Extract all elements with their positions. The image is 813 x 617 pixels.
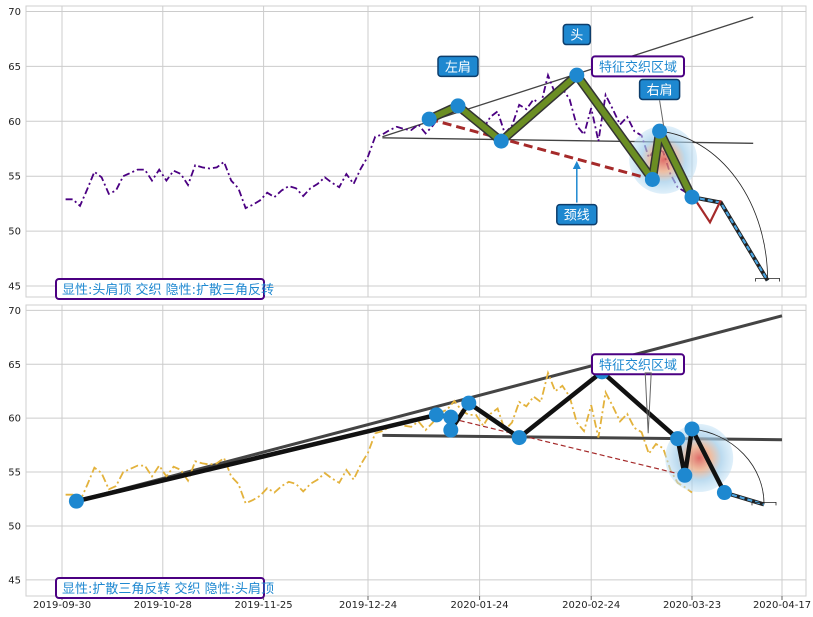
projection-line — [691, 196, 769, 282]
right-shoulder-pointer — [659, 100, 665, 126]
annotation-label: 特征交织区域 — [599, 59, 677, 75]
target-bracket — [751, 501, 777, 506]
x-tick-label: 2019-12-24 — [339, 600, 397, 611]
annotation-badge — [437, 55, 479, 78]
y-tick-label: 50 — [8, 227, 21, 238]
legend-text: 显性:头肩顶 交织 隐性:扩散三角反转 — [62, 282, 274, 298]
pattern-point — [493, 133, 509, 149]
y-tick-label: 70 — [8, 306, 21, 317]
neckline — [436, 414, 685, 476]
y-tick-label: 60 — [8, 414, 21, 425]
annotation-label: 特征交织区域 — [599, 357, 677, 373]
y-tick-label: 45 — [8, 575, 21, 586]
pattern-point — [68, 493, 84, 509]
pattern-point — [461, 395, 477, 411]
pattern-point — [428, 407, 444, 423]
pattern-point — [443, 409, 459, 425]
x-tick-label: 2020-04-17 — [753, 600, 811, 611]
pattern-point — [511, 430, 527, 446]
pattern-point — [670, 431, 686, 447]
pattern-point — [677, 467, 693, 483]
target-arc — [691, 428, 765, 505]
y-tick-label: 45 — [8, 282, 21, 293]
projection-step-line — [694, 199, 722, 225]
x-tick-label: 2019-10-28 — [134, 600, 192, 611]
x-tick-label: 2019-09-30 — [33, 600, 91, 611]
target-arc — [659, 130, 769, 281]
pattern-point — [684, 421, 700, 437]
legend-text: 显性:扩散三角反转 交织 隐性:头肩顶 — [62, 581, 274, 597]
pattern-point — [684, 189, 700, 205]
annotation-label: 头 — [570, 29, 583, 44]
annotation-label: 颈线 — [564, 209, 590, 224]
x-tick-label: 2020-03-23 — [663, 600, 721, 611]
upper-trendline — [76, 314, 783, 503]
x-tick-label: 2020-01-24 — [451, 600, 509, 611]
pattern-point — [421, 111, 437, 127]
pattern-point — [644, 172, 660, 188]
annotation-box — [591, 55, 685, 78]
y-tick-label: 50 — [8, 521, 21, 532]
annotation-label: 右肩 — [647, 82, 673, 98]
annotation-badge — [562, 23, 592, 46]
pattern-point — [716, 485, 732, 501]
x-tick-label: 2020-02-24 — [562, 600, 620, 611]
legend-box — [55, 577, 265, 599]
x-tick-label: 2019-11-25 — [235, 600, 293, 611]
annotation-badge — [638, 78, 681, 101]
annotation-box — [591, 353, 685, 376]
y-tick-label: 70 — [8, 7, 21, 18]
pattern-point — [443, 422, 459, 438]
price-series — [65, 369, 693, 505]
y-tick-label: 65 — [8, 360, 21, 371]
neckline-arrowhead — [572, 160, 581, 170]
pattern-point — [569, 67, 585, 83]
annotation-badge — [556, 203, 598, 226]
feature-pointer — [644, 372, 652, 434]
price-series — [65, 72, 693, 210]
y-tick-label: 60 — [8, 117, 21, 128]
chart-panel-bottom: 45 50 55 60 65 70 2019-09-30 2019-10-28 2019-11-… — [8, 304, 811, 611]
target-bracket — [755, 278, 780, 282]
neckline — [428, 117, 653, 181]
y-tick-label: 55 — [8, 172, 21, 183]
legend-box — [55, 278, 265, 300]
annotation-label: 左肩 — [445, 59, 471, 75]
y-tick-label: 55 — [8, 468, 21, 479]
y-tick-label: 65 — [8, 62, 21, 73]
pattern-point — [450, 98, 466, 114]
pattern-point — [652, 123, 668, 139]
